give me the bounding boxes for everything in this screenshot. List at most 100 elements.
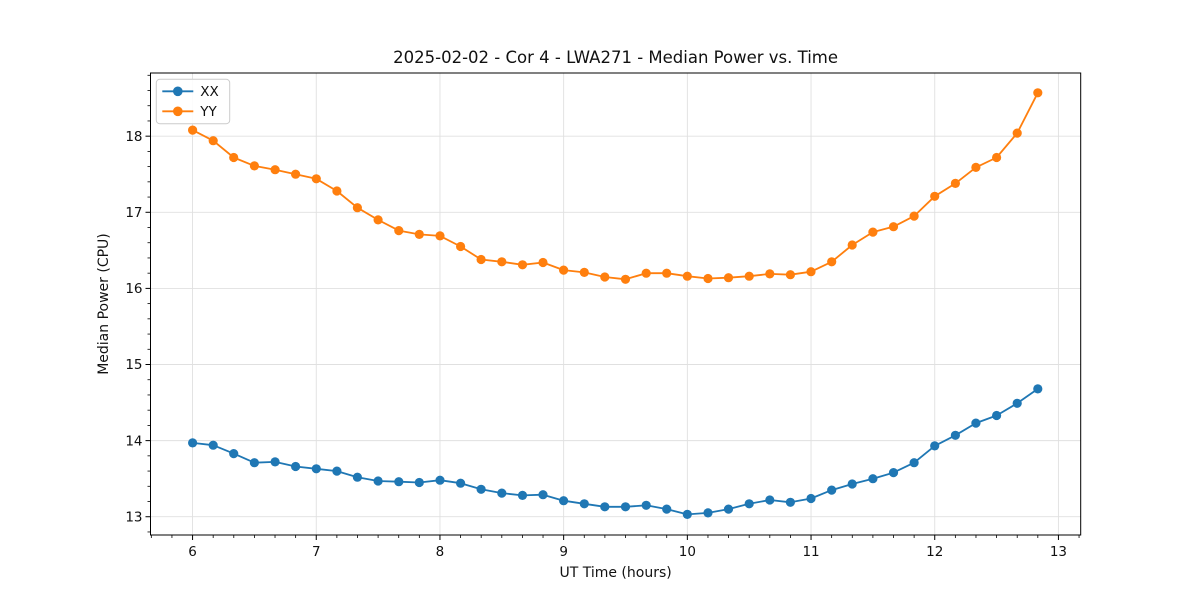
- data-point-marker: [517, 490, 528, 500]
- data-point-marker: [703, 508, 713, 518]
- data-point-marker: [847, 240, 857, 250]
- data-point-marker: [249, 161, 259, 171]
- data-point-marker: [435, 231, 445, 241]
- data-point-marker: [827, 257, 837, 267]
- x-tick-label: 6: [188, 544, 197, 560]
- y-tick-label: 18: [125, 129, 142, 145]
- data-point-marker: [291, 169, 301, 179]
- data-point-marker: [332, 186, 342, 196]
- data-point-marker: [579, 499, 589, 509]
- data-point-marker: [352, 203, 362, 213]
- data-point-marker: [414, 477, 424, 488]
- data-point-marker: [992, 410, 1002, 421]
- data-point-marker: [188, 125, 198, 135]
- data-point-marker: [909, 458, 919, 468]
- data-point-marker: [950, 430, 961, 440]
- data-point-marker: [909, 211, 919, 221]
- legend-sample-marker: [173, 106, 183, 117]
- x-tick-label: 13: [1050, 544, 1067, 560]
- data-point-marker: [517, 260, 528, 270]
- x-tick-label: 12: [926, 544, 943, 560]
- data-point-marker: [249, 458, 259, 468]
- data-point-marker: [827, 485, 837, 495]
- data-point-marker: [600, 272, 610, 282]
- data-point-marker: [1012, 128, 1022, 138]
- data-point-marker: [992, 152, 1002, 163]
- data-point-marker: [765, 495, 775, 505]
- data-point-marker: [270, 457, 280, 467]
- series-xx: [188, 384, 1043, 519]
- y-tick-label: 14: [125, 433, 142, 449]
- data-point-marker: [394, 226, 404, 236]
- data-point-marker: [311, 174, 321, 184]
- data-point-marker: [352, 472, 362, 482]
- y-tick-label: 17: [125, 205, 142, 221]
- y-tick-label: 16: [125, 281, 142, 297]
- data-point-marker: [806, 267, 816, 277]
- data-point-marker: [291, 461, 301, 472]
- data-point-marker: [744, 499, 754, 509]
- data-point-marker: [332, 466, 342, 476]
- data-point-marker: [641, 268, 651, 278]
- data-point-marker: [497, 257, 507, 267]
- data-point-marker: [497, 488, 507, 498]
- data-point-marker: [208, 440, 218, 450]
- data-point-marker: [620, 274, 631, 284]
- axes-layer: 6 7 8 9 10 11 12 13 13 14 15 16 17 18: [125, 72, 1082, 560]
- series-line-xx: [192, 388, 1039, 516]
- legend-label-yy: YY: [199, 104, 217, 120]
- series-line-yy: [192, 92, 1039, 281]
- x-tick-label: 11: [802, 544, 819, 560]
- data-point-marker: [559, 496, 569, 506]
- x-tick-label: 8: [436, 544, 445, 560]
- data-point-marker: [930, 441, 940, 451]
- data-point-marker: [1033, 88, 1043, 98]
- data-point-marker: [559, 265, 569, 275]
- data-point-marker: [662, 268, 672, 278]
- data-point-marker: [785, 270, 796, 280]
- x-tick-label: 9: [559, 544, 568, 560]
- x-tick-label: 7: [312, 544, 321, 560]
- data-point-marker: [765, 269, 775, 279]
- data-point-marker: [971, 162, 981, 172]
- data-point-marker: [435, 475, 445, 485]
- data-point-marker: [1033, 384, 1043, 394]
- data-point-marker: [229, 152, 239, 163]
- data-point-marker: [847, 479, 857, 489]
- data-point-marker: [641, 500, 651, 510]
- data-point-marker: [1012, 398, 1022, 408]
- data-point-marker: [662, 504, 672, 514]
- data-point-marker: [888, 222, 899, 232]
- series-layer: [188, 88, 1043, 519]
- data-point-marker: [229, 449, 239, 459]
- data-point-marker: [373, 476, 383, 486]
- data-point-marker: [456, 241, 466, 252]
- data-point-marker: [538, 257, 548, 268]
- x-tick-label: 10: [679, 544, 696, 560]
- data-point-marker: [703, 273, 713, 284]
- data-point-marker: [744, 271, 754, 281]
- series-yy: [188, 88, 1043, 284]
- data-point-marker: [456, 478, 466, 488]
- data-point-marker: [600, 502, 610, 512]
- data-point-marker: [950, 178, 961, 188]
- data-point-marker: [538, 490, 548, 500]
- y-tick-label: 15: [125, 357, 142, 373]
- data-point-marker: [414, 229, 424, 239]
- data-point-marker: [806, 493, 816, 504]
- data-point-marker: [785, 497, 796, 507]
- data-point-marker: [930, 191, 940, 201]
- data-point-marker: [723, 504, 734, 514]
- grid-layer: [150, 73, 1081, 535]
- data-point-marker: [868, 227, 878, 237]
- y-axis-label: Median Power (CPU): [96, 233, 112, 375]
- data-point-marker: [682, 509, 692, 519]
- chart-title: 2025-02-02 - Cor 4 - LWA271 - Median Pow…: [393, 48, 838, 67]
- data-point-marker: [888, 468, 899, 478]
- data-point-marker: [579, 267, 589, 277]
- data-point-marker: [476, 484, 486, 494]
- legend-sample-marker: [173, 86, 183, 97]
- data-point-marker: [682, 271, 692, 281]
